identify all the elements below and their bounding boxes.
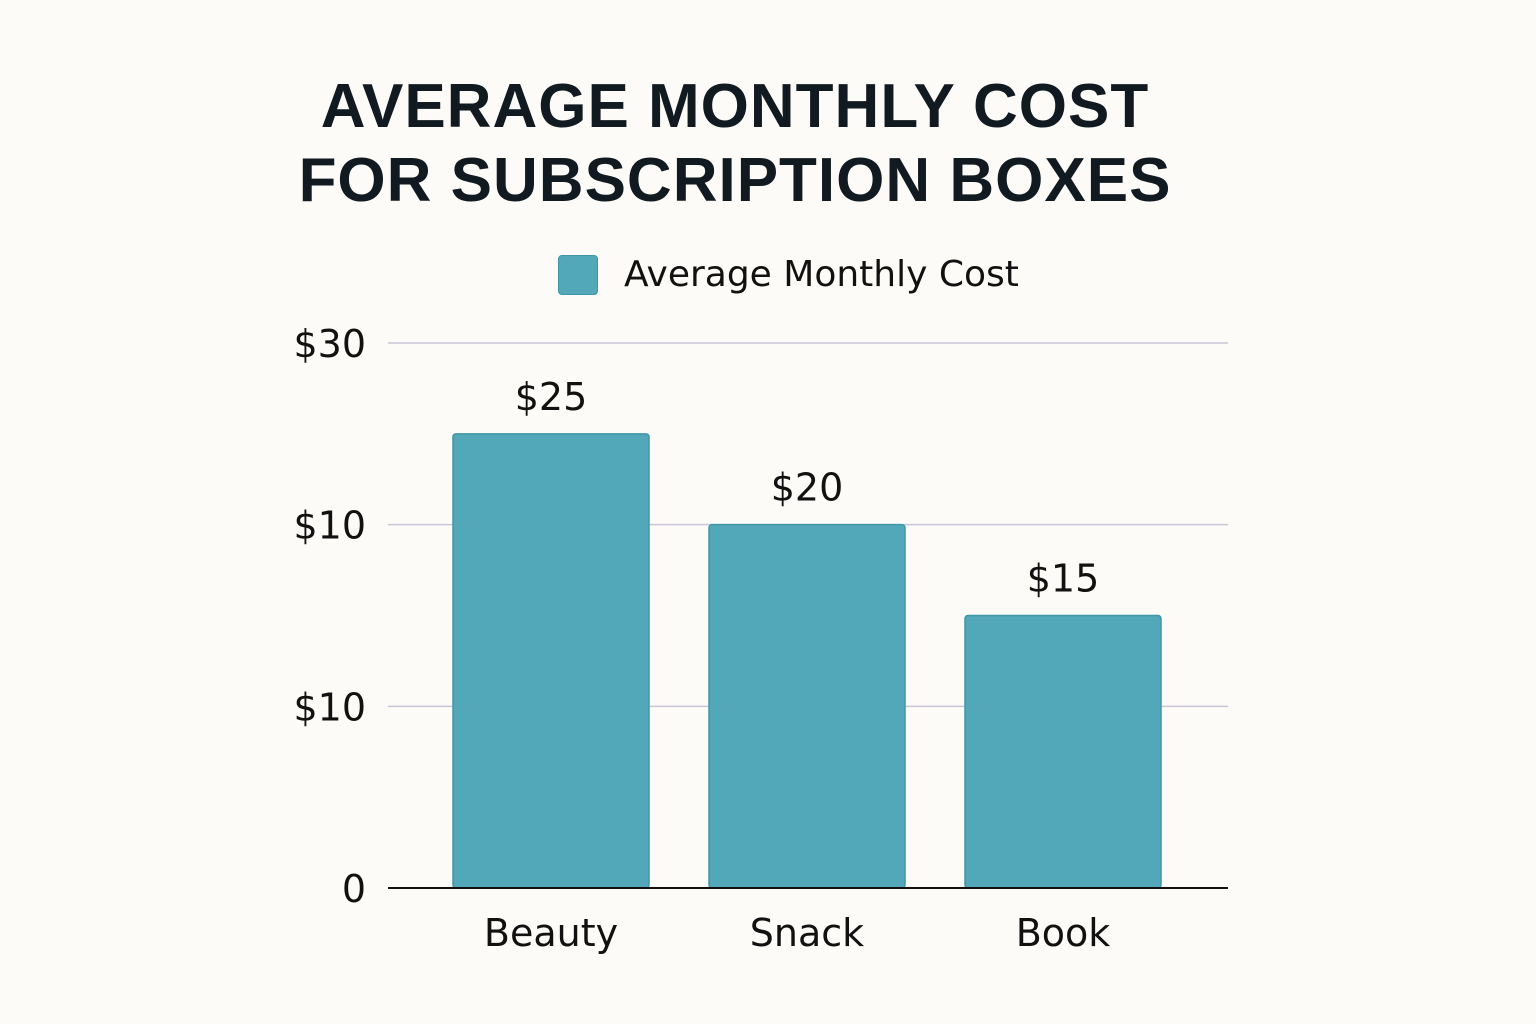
bar-book: [964, 614, 1162, 889]
chart-title-line-1: AVERAGE MONTHLY COST: [320, 72, 1150, 141]
x-tick-label: Book: [1016, 911, 1111, 955]
x-tick-label: Snack: [750, 911, 864, 955]
bar-snack: [708, 523, 906, 889]
legend: Average Monthly Cost: [558, 254, 1019, 295]
y-tick-label: $30: [293, 322, 366, 366]
y-tick-label: 0: [342, 867, 366, 911]
data-label: $25: [515, 375, 588, 419]
y-tick-label: $10: [293, 504, 366, 548]
legend-swatch: [558, 254, 598, 295]
chart-title-line-2: FOR SUBSCRIPTION BOXES: [298, 146, 1172, 215]
y-tick-label: $10: [293, 685, 366, 729]
chart-title: AVERAGE MONTHLY COST FOR SUBSCRIPTION BO…: [0, 70, 1470, 218]
data-label: $15: [1027, 557, 1100, 601]
x-tick-label: Beauty: [484, 911, 618, 955]
data-label: $20: [771, 466, 844, 510]
bar-beauty: [452, 433, 650, 889]
legend-label: Average Monthly Cost: [624, 254, 1019, 295]
